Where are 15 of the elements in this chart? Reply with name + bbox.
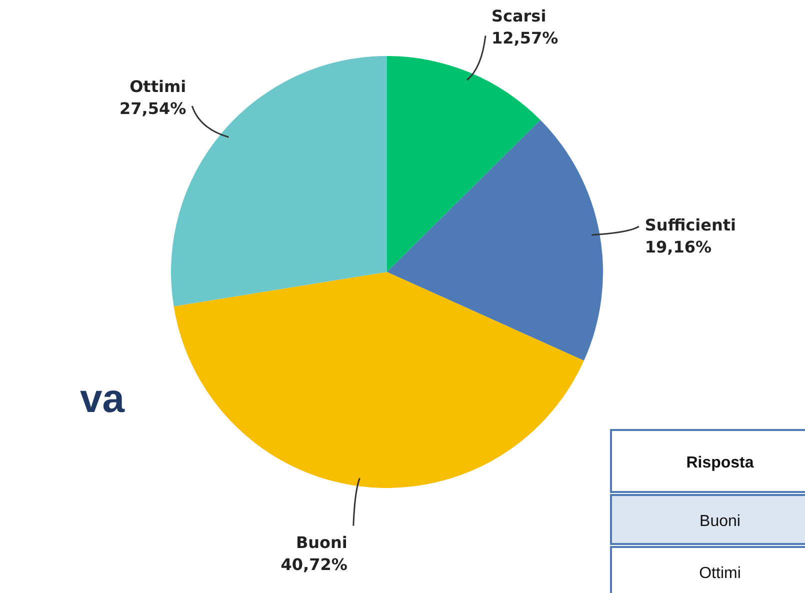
slice-label: Buoni [296,532,348,552]
data-label: 19,16% [644,237,712,256]
slice-label: Sufficienti [644,215,736,234]
data-label: 27,54% [119,99,186,118]
text: Buoni [700,513,740,530]
pie-slice [387,56,540,272]
pie-slice [387,120,603,361]
text: va [80,377,126,421]
pie-slice [174,272,584,488]
slice-label: Ottimi [130,77,186,96]
data-label: 12,57% [491,28,558,48]
text: Ottimi [699,565,741,582]
slice-label: Scarsi [491,6,546,26]
text: Risposta [686,454,754,472]
data-label: 40,72% [280,554,348,574]
